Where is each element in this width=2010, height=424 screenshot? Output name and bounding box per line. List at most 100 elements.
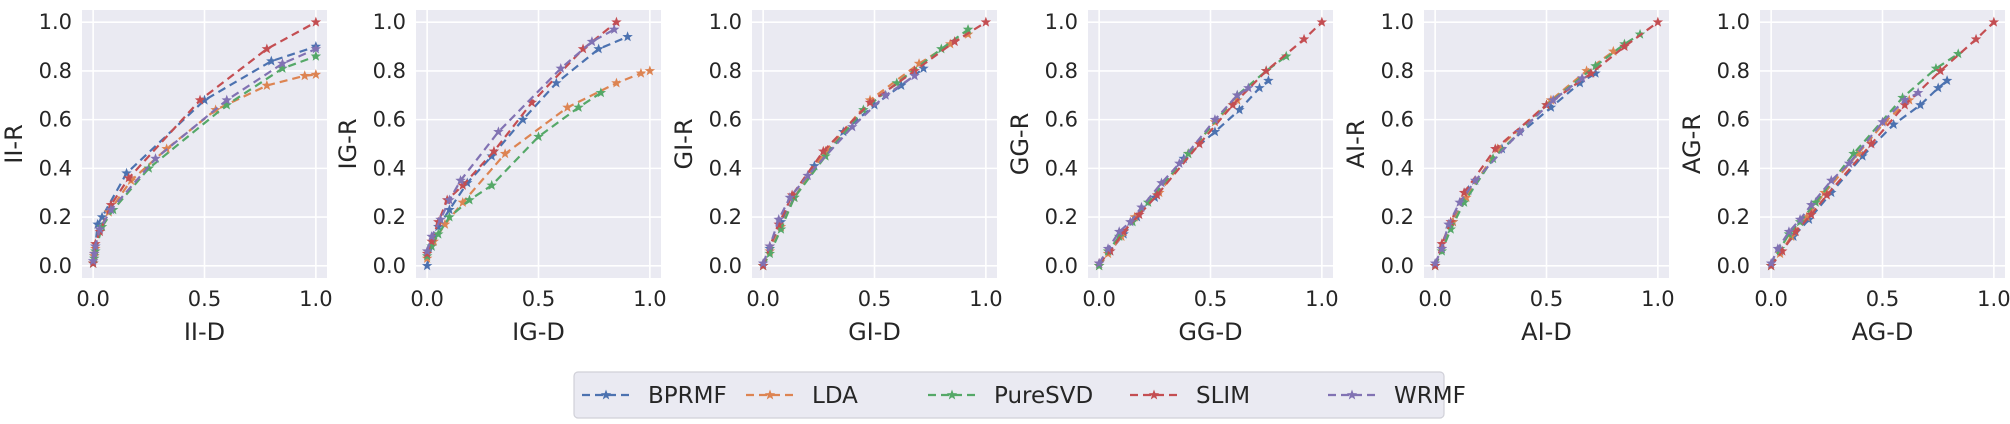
data-point (1899, 94, 1910, 105)
x-tick-label: 1.0 (299, 287, 332, 311)
y-tick-label: 0.4 (1717, 156, 1750, 180)
data-point (555, 62, 566, 73)
data-point (595, 87, 607, 98)
data-point (1209, 114, 1221, 125)
data-point (426, 240, 437, 251)
data-point (1209, 126, 1221, 137)
data-point (1590, 60, 1601, 71)
y-tick-label: 0.6 (373, 108, 406, 132)
data-point (457, 196, 468, 207)
data-point (918, 62, 929, 73)
data-point (1585, 67, 1597, 78)
data-point (622, 31, 633, 42)
y-tick-label: 0.4 (39, 156, 72, 180)
data-point (439, 218, 451, 229)
data-point (1576, 72, 1588, 83)
data-point (1490, 143, 1501, 154)
x-tick-label: 1.0 (1977, 287, 2010, 311)
y-tick-label: 0.2 (1381, 205, 1414, 229)
data-point (94, 223, 106, 234)
data-point (1429, 257, 1441, 268)
y-axis-label: AG-R (1678, 114, 1706, 174)
data-point (786, 189, 798, 200)
data-point (526, 97, 538, 108)
data-point (1821, 189, 1833, 200)
data-point (444, 194, 455, 205)
y-tick-label: 0.4 (709, 156, 742, 180)
data-point (444, 211, 455, 222)
x-tick-label: 0.5 (858, 287, 891, 311)
y-tick-label: 0.2 (1045, 205, 1078, 229)
data-point (1941, 75, 1953, 86)
x-tick-label: 1.0 (1305, 287, 1338, 311)
data-point (644, 65, 656, 76)
data-point (980, 16, 992, 27)
data-point (1765, 257, 1777, 268)
data-point (1619, 41, 1630, 51)
y-tick-label: 0.6 (1717, 108, 1750, 132)
series-line (1770, 21, 1995, 267)
x-axis-label: AI-D (1521, 318, 1572, 346)
y-tick-label: 0.0 (373, 254, 406, 278)
data-point (1790, 226, 1801, 237)
data-point (194, 94, 206, 105)
data-point (1783, 226, 1795, 237)
y-axis-label: II-R (0, 124, 28, 164)
y-tick-label: 0.0 (1381, 254, 1414, 278)
data-point (962, 23, 974, 34)
data-point (277, 62, 288, 73)
data-point (1970, 33, 1982, 44)
data-point (818, 145, 829, 156)
data-point (1843, 157, 1855, 168)
data-point (820, 150, 831, 161)
data-point (936, 43, 947, 54)
subplot-3: 0.0 0.5 1.0 0.0 0.2 0.4 0.6 0.8 1.0 GI-D GI-R (670, 10, 1003, 346)
data-point (1260, 65, 1272, 76)
data-point (421, 245, 433, 256)
data-point (457, 179, 468, 190)
data-point (1810, 196, 1821, 207)
legend-label: WRMF (1394, 383, 1466, 409)
x-tick-label: 1.0 (633, 287, 666, 311)
data-point (310, 43, 322, 54)
series-wrmf (1765, 87, 1924, 268)
y-tick-label: 0.8 (39, 59, 72, 83)
series-line (1770, 91, 1919, 264)
x-tick-label: 0.0 (1754, 287, 1787, 311)
subplot-1: 0.0 0.5 1.0 0.0 0.2 0.4 0.6 0.8 1.0 II-D II-R (0, 10, 333, 346)
x-axis-label: AG-D (1852, 318, 1914, 346)
data-point (221, 94, 232, 105)
data-point (784, 192, 796, 203)
data-point (1102, 243, 1114, 254)
y-tick-label: 0.4 (1381, 156, 1414, 180)
data-point (1912, 87, 1924, 98)
data-point (1232, 89, 1243, 100)
x-tick-label: 0.5 (1530, 287, 1563, 311)
legend-marker (1346, 389, 1358, 400)
data-point (199, 94, 210, 105)
data-point (1888, 119, 1899, 129)
x-tick-label: 0.5 (188, 287, 221, 311)
data-point (1930, 62, 1942, 73)
y-tick-label: 0.0 (1717, 254, 1750, 278)
legend-label: LDA (812, 383, 858, 409)
data-point (455, 175, 466, 185)
series-wrmf (421, 23, 620, 256)
legend-label: BPRMF (648, 383, 727, 409)
x-tick-label: 0.0 (410, 287, 443, 311)
data-point (1877, 116, 1888, 127)
data-point (261, 80, 273, 90)
legend-entry-wrmf: WRMF (1328, 383, 1466, 409)
data-point (635, 67, 647, 78)
series-line (762, 74, 916, 264)
data-point (949, 36, 960, 47)
data-point (757, 257, 769, 268)
data-point (593, 43, 604, 54)
data-point (1772, 243, 1784, 254)
data-point (435, 214, 446, 224)
y-axis-label: GI-R (670, 118, 698, 169)
data-point (1263, 75, 1274, 86)
data-point (764, 240, 776, 251)
y-tick-label: 0.4 (1045, 156, 1078, 180)
data-point (1541, 99, 1552, 110)
